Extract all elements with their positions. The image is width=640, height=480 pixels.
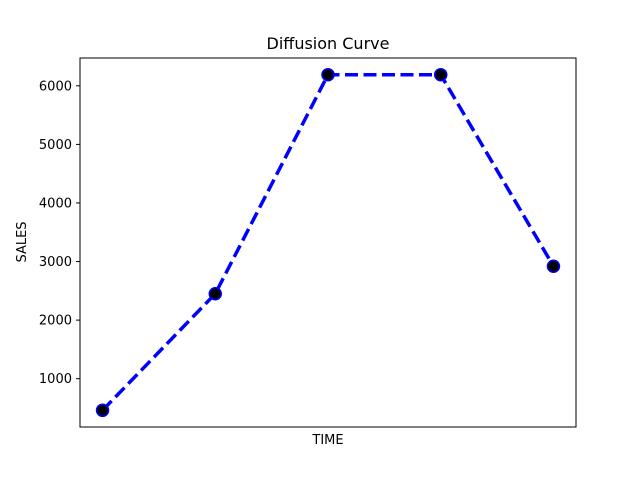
data-point	[546, 259, 561, 273]
chart-title: Diffusion Curve	[267, 34, 390, 53]
y-tick-label: 6000	[39, 79, 72, 94]
y-axis-label: SALES	[15, 221, 30, 262]
y-tick-label: 3000	[39, 255, 72, 270]
data-point	[321, 67, 335, 82]
data-point	[95, 403, 110, 418]
data-point	[433, 67, 448, 82]
y-axis-ticks: 1000 2000 3000 4000 5000 6000	[39, 79, 80, 387]
plot-frame	[79, 57, 577, 428]
series-layer	[95, 67, 561, 418]
data-point	[208, 287, 223, 301]
y-tick-label: 5000	[39, 138, 72, 153]
x-axis-label: TIME	[311, 433, 343, 448]
y-tick-label: 1000	[39, 372, 72, 387]
y-tick-label: 4000	[39, 196, 72, 211]
y-tick-label: 2000	[39, 314, 72, 329]
